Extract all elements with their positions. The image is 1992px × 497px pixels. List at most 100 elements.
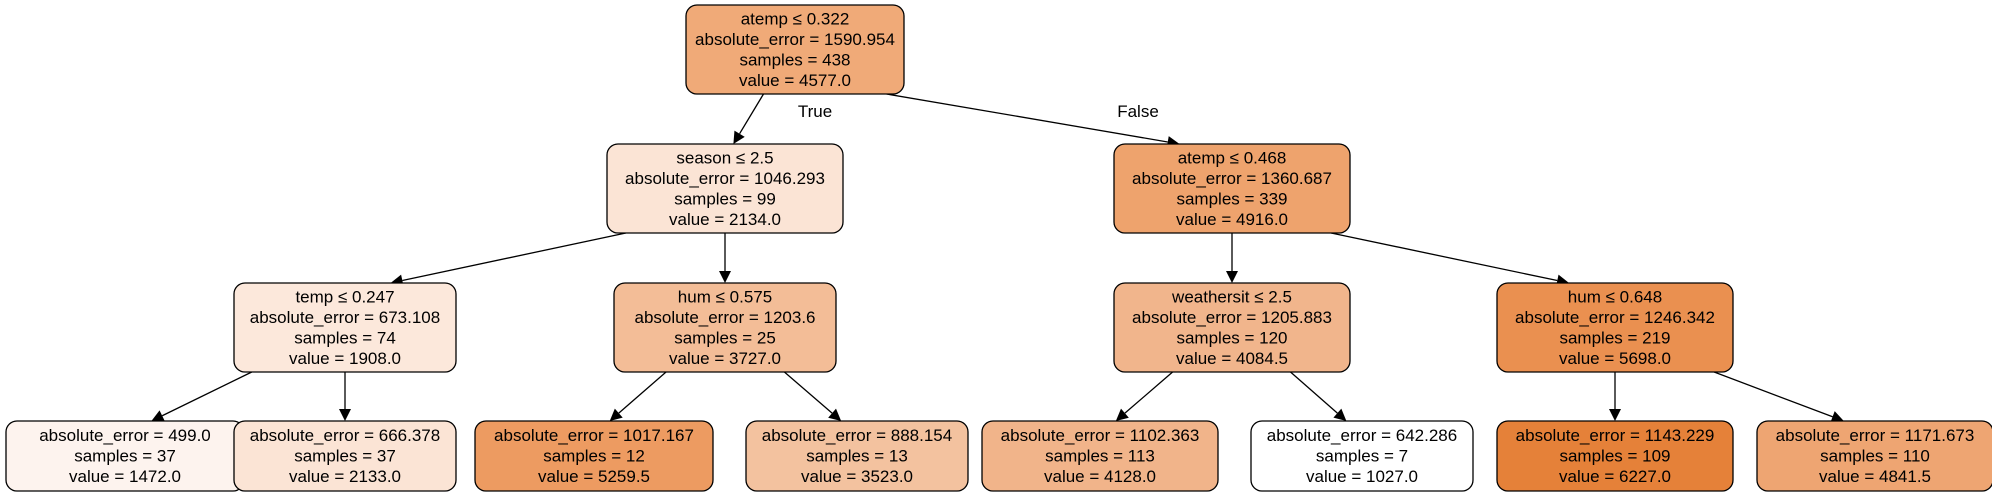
node-line: absolute_error = 1143.229	[1516, 426, 1715, 445]
edge-label-false: False	[1117, 102, 1159, 121]
tree-node-n14: absolute_error = 1171.673 samples = 110va…	[1756, 420, 1992, 492]
node-line: value = 6227.0	[1559, 467, 1671, 486]
node-line: samples = 7	[1316, 447, 1408, 466]
node-line: samples = 12	[543, 447, 645, 466]
arrowhead-icon	[609, 408, 623, 421]
node-box	[233, 282, 457, 373]
node-box	[685, 4, 905, 95]
tree-node-n4: absolute_error = 666.378 samples = 37valu…	[233, 420, 457, 492]
tree-node-n7: absolute_error = 888.154 samples = 13valu…	[745, 420, 969, 492]
tree-edge-n5-n7	[783, 371, 833, 414]
tree-node-n6: absolute_error = 1017.167 samples = 12val…	[474, 420, 714, 492]
node-line: samples = 109	[1559, 447, 1670, 466]
arrowhead-icon	[1226, 271, 1238, 283]
node-line: atemp ≤ 0.468	[1178, 148, 1287, 167]
node-line: absolute_error = 1102.363	[1001, 426, 1200, 445]
tree-node-n9: weathersit ≤ 2.5 absolute_error = 1205.88…	[1113, 282, 1351, 373]
tree-node-n1: season ≤ 2.5 absolute_error = 1046.293sam…	[606, 143, 844, 234]
tree-edge-n0-n1	[739, 93, 765, 135]
node-line: value = 5698.0	[1559, 349, 1671, 368]
node-box	[1496, 420, 1734, 492]
node-line: value = 4841.5	[1819, 467, 1931, 486]
node-line: value = 4128.0	[1044, 467, 1156, 486]
node-line: hum ≤ 0.648	[1568, 287, 1662, 306]
edges-layer: True False	[151, 93, 1844, 423]
node-line: absolute_error = 642.286	[1267, 426, 1457, 445]
tree-node-n8: atemp ≤ 0.468 absolute_error = 1360.687sa…	[1113, 143, 1351, 234]
node-line: absolute_error = 499.0	[39, 426, 211, 445]
node-line: absolute_error = 1017.167	[494, 426, 694, 445]
node-line: samples = 219	[1559, 328, 1670, 347]
tree-edge-n1-n2	[402, 232, 627, 282]
node-line: value = 1027.0	[1306, 467, 1418, 486]
tree-node-n11: absolute_error = 642.286 samples = 7value…	[1250, 420, 1474, 492]
node-line: value = 2134.0	[669, 210, 781, 229]
node-line: temp ≤ 0.247	[295, 287, 394, 306]
node-line: absolute_error = 1360.687	[1132, 169, 1332, 188]
node-box	[606, 143, 844, 234]
arrowhead-icon	[1333, 408, 1347, 421]
node-line: value = 2133.0	[289, 467, 401, 486]
arrowhead-icon	[1830, 411, 1844, 423]
node-line: absolute_error = 1590.954	[695, 30, 895, 49]
node-line: samples = 110	[1820, 447, 1930, 466]
node-line: value = 4084.5	[1176, 349, 1288, 368]
tree-edge-n5-n6	[618, 371, 667, 414]
node-box	[1113, 282, 1351, 373]
edge-label-true: True	[798, 102, 832, 121]
node-line: value = 5259.5	[538, 467, 650, 486]
node-line: hum ≤ 0.575	[678, 287, 772, 306]
node-line: absolute_error = 1171.673	[1776, 426, 1975, 445]
node-line: samples = 25	[674, 328, 776, 347]
tree-edge-n0-n8	[886, 93, 1168, 143]
node-line: value = 3727.0	[669, 349, 781, 368]
tree-edge-n9-n10	[1124, 371, 1174, 414]
node-line: absolute_error = 1205.883	[1132, 308, 1332, 327]
node-line: absolute_error = 1203.6	[635, 308, 816, 327]
tree-edge-n2-n3	[161, 371, 253, 417]
node-box	[1113, 143, 1351, 234]
node-line: samples = 37	[294, 447, 396, 466]
node-line: absolute_error = 888.154	[762, 426, 952, 445]
node-box	[1250, 420, 1474, 492]
node-line: samples = 74	[294, 328, 396, 347]
node-line: samples = 113	[1045, 447, 1155, 466]
node-box	[613, 282, 837, 373]
node-line: samples = 120	[1176, 328, 1287, 347]
node-line: samples = 37	[74, 447, 176, 466]
node-line: absolute_error = 1246.342	[1515, 308, 1715, 327]
node-line: season ≤ 2.5	[676, 148, 773, 167]
arrowhead-icon	[733, 130, 745, 144]
node-line: weathersit ≤ 2.5	[1171, 287, 1292, 306]
node-line: samples = 99	[674, 189, 776, 208]
node-line: samples = 339	[1176, 189, 1287, 208]
arrowhead-icon	[1115, 408, 1129, 421]
tree-node-n3: absolute_error = 499.0 samples = 37value …	[5, 420, 245, 492]
arrowhead-icon	[339, 409, 351, 421]
tree-edge-n8-n12	[1330, 232, 1558, 282]
node-line: atemp ≤ 0.322	[741, 9, 850, 28]
node-line: absolute_error = 1046.293	[625, 169, 825, 188]
node-box	[981, 420, 1219, 492]
node-line: absolute_error = 666.378	[250, 426, 440, 445]
tree-node-n13: absolute_error = 1143.229 samples = 109va…	[1496, 420, 1734, 492]
tree-node-n0: atemp ≤ 0.322 absolute_error = 1590.954sa…	[685, 4, 905, 95]
node-line: value = 1472.0	[69, 467, 181, 486]
tree-edge-n9-n11	[1290, 371, 1338, 414]
node-line: value = 4916.0	[1176, 210, 1288, 229]
node-line: value = 1908.0	[289, 349, 401, 368]
node-line: value = 4577.0	[739, 71, 851, 90]
node-line: samples = 438	[739, 50, 850, 69]
tree-node-n2: temp ≤ 0.247 absolute_error = 673.108samp…	[233, 282, 457, 373]
tree-edge-n12-n14	[1713, 371, 1833, 418]
tree-node-n12: hum ≤ 0.648 absolute_error = 1246.342samp…	[1496, 282, 1734, 373]
arrowhead-icon	[1609, 409, 1621, 421]
node-line: value = 3523.0	[801, 467, 913, 486]
node-box	[233, 420, 457, 492]
node-box	[474, 420, 714, 492]
arrowhead-icon	[151, 410, 165, 422]
node-box	[745, 420, 969, 492]
arrowhead-icon	[719, 271, 731, 283]
